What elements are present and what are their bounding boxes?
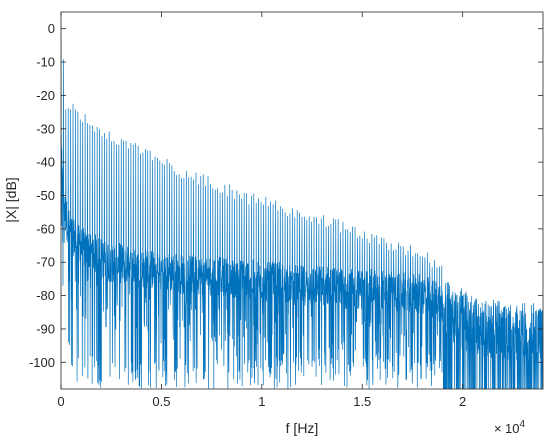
x-tick-label: 0 xyxy=(57,394,64,409)
x-axis-label: f [Hz] xyxy=(286,420,319,436)
y-tick-label: -100 xyxy=(29,355,55,370)
x-exponent-power: 4 xyxy=(519,419,525,430)
y-tick-label: -60 xyxy=(36,221,55,236)
y-ticks: 0 -10 -20 -30 -40 -50 -60 -70 -80 -90 -100 xyxy=(29,21,543,370)
y-tick-label: -10 xyxy=(36,55,55,70)
y-axis-label: |X| [dB] xyxy=(3,177,19,222)
y-tick-label: -30 xyxy=(36,121,55,136)
spectrum-series-line xyxy=(61,24,543,389)
x-tick-label: 0.5 xyxy=(152,394,170,409)
axes-box xyxy=(60,11,544,390)
y-tick-label: -50 xyxy=(36,188,55,203)
x-exponent-base: 10 xyxy=(505,421,519,436)
y-tick-label: -20 xyxy=(36,88,55,103)
series-layer xyxy=(61,24,543,389)
x-ticks: 0 0.5 1 1.5 2 xyxy=(57,12,466,409)
y-tick-label: -70 xyxy=(36,255,55,270)
x-exponent-times: × xyxy=(494,421,502,436)
y-tick-label: -90 xyxy=(36,321,55,336)
y-tick-label: -40 xyxy=(36,155,55,170)
x-tick-label: 2 xyxy=(459,394,466,409)
y-tick-label: -80 xyxy=(36,288,55,303)
x-tick-label: 1 xyxy=(258,394,265,409)
y-tick-label: 0 xyxy=(48,21,55,36)
x-exponent-note: 104 xyxy=(505,419,525,436)
x-tick-label: 1.5 xyxy=(353,394,371,409)
